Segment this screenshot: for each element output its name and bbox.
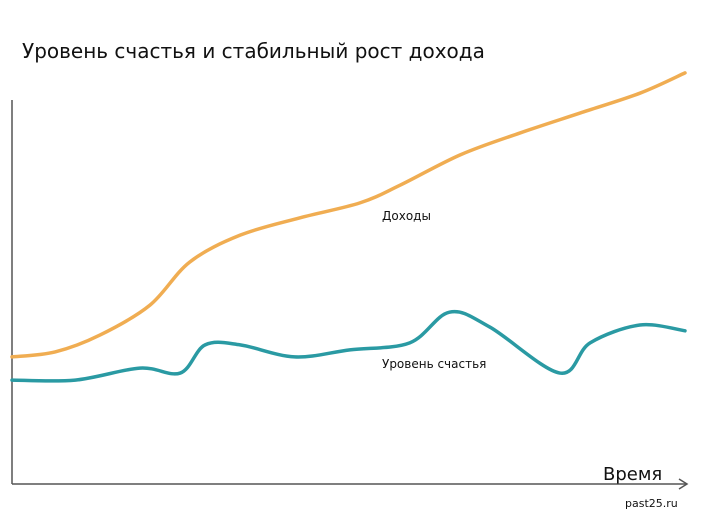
x-axis-arrow	[678, 478, 689, 490]
series-label: Доходы	[382, 209, 431, 223]
source: past25.ru	[625, 497, 678, 510]
chart-title: Уровень счастья и стабильный рост дохода	[22, 39, 485, 63]
line	[10, 309, 687, 383]
series-label: Уровень счастья	[382, 357, 486, 371]
x-axis-label: Время	[603, 464, 662, 485]
line	[10, 71, 687, 359]
